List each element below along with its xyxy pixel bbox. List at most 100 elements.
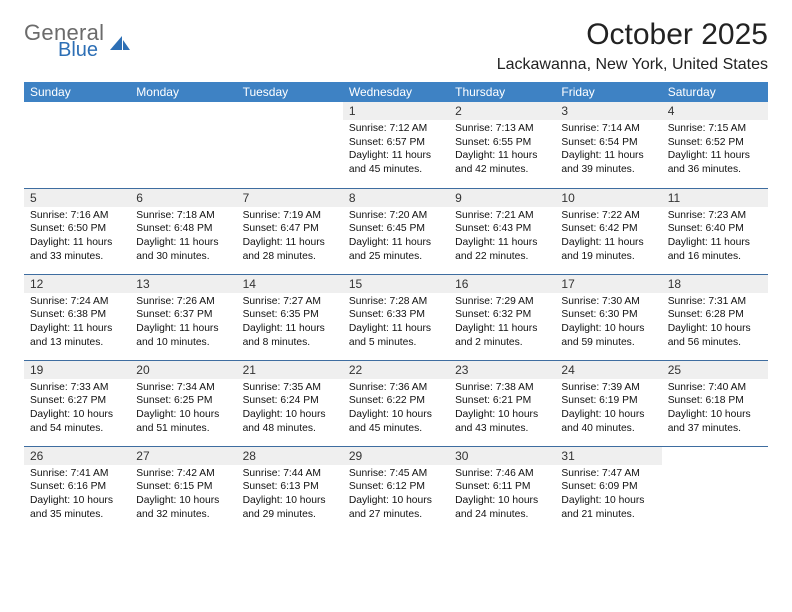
day-data: Sunrise: 7:22 AMSunset: 6:42 PMDaylight:… — [555, 207, 661, 268]
daylight-line1: Daylight: 10 hours — [136, 408, 230, 422]
day-number: 21 — [237, 361, 343, 379]
weekday-header: Monday — [130, 82, 236, 102]
header-row: General Blue October 2025 Lackawanna, Ne… — [24, 18, 768, 74]
daylight-line1: Daylight: 10 hours — [243, 408, 337, 422]
day-number: 4 — [662, 102, 768, 120]
day-number: 26 — [24, 447, 130, 465]
day-data: Sunrise: 7:42 AMSunset: 6:15 PMDaylight:… — [130, 465, 236, 526]
page-title: October 2025 — [497, 18, 768, 52]
calendar-day-cell: 17Sunrise: 7:30 AMSunset: 6:30 PMDayligh… — [555, 274, 661, 360]
sunrise-text: Sunrise: 7:46 AM — [455, 467, 549, 481]
sunset-text: Sunset: 6:22 PM — [349, 394, 443, 408]
day-number: 12 — [24, 275, 130, 293]
day-number: 5 — [24, 189, 130, 207]
daylight-line1: Daylight: 11 hours — [455, 149, 549, 163]
sunrise-text: Sunrise: 7:44 AM — [243, 467, 337, 481]
calendar-day-cell: 30Sunrise: 7:46 AMSunset: 6:11 PMDayligh… — [449, 446, 555, 532]
daylight-line2: and 28 minutes. — [243, 250, 337, 264]
daylight-line1: Daylight: 10 hours — [561, 494, 655, 508]
sunrise-text: Sunrise: 7:36 AM — [349, 381, 443, 395]
daylight-line2: and 40 minutes. — [561, 422, 655, 436]
logo-sail-icon — [108, 34, 132, 52]
daylight-line1: Daylight: 11 hours — [349, 236, 443, 250]
day-number: 13 — [130, 275, 236, 293]
daylight-line2: and 19 minutes. — [561, 250, 655, 264]
daylight-line1: Daylight: 11 hours — [668, 236, 762, 250]
sunrise-text: Sunrise: 7:29 AM — [455, 295, 549, 309]
sunset-text: Sunset: 6:28 PM — [668, 308, 762, 322]
day-data: Sunrise: 7:13 AMSunset: 6:55 PMDaylight:… — [449, 120, 555, 181]
sunset-text: Sunset: 6:30 PM — [561, 308, 655, 322]
calendar-day-cell: 5Sunrise: 7:16 AMSunset: 6:50 PMDaylight… — [24, 188, 130, 274]
sunset-text: Sunset: 6:40 PM — [668, 222, 762, 236]
logo-word-blue: Blue — [58, 40, 104, 60]
calendar-day-cell: 11Sunrise: 7:23 AMSunset: 6:40 PMDayligh… — [662, 188, 768, 274]
page-subtitle: Lackawanna, New York, United States — [497, 56, 768, 74]
daylight-line2: and 8 minutes. — [243, 336, 337, 350]
daylight-line1: Daylight: 10 hours — [668, 408, 762, 422]
day-number: 9 — [449, 189, 555, 207]
sunrise-text: Sunrise: 7:14 AM — [561, 122, 655, 136]
sunset-text: Sunset: 6:27 PM — [30, 394, 124, 408]
daylight-line2: and 45 minutes. — [349, 422, 443, 436]
daylight-line2: and 48 minutes. — [243, 422, 337, 436]
day-number: 31 — [555, 447, 661, 465]
daylight-line2: and 42 minutes. — [455, 163, 549, 177]
sunset-text: Sunset: 6:32 PM — [455, 308, 549, 322]
calendar-day-cell: 3Sunrise: 7:14 AMSunset: 6:54 PMDaylight… — [555, 102, 661, 188]
calendar-day-cell: 20Sunrise: 7:34 AMSunset: 6:25 PMDayligh… — [130, 360, 236, 446]
day-number: 25 — [662, 361, 768, 379]
daylight-line2: and 27 minutes. — [349, 508, 443, 522]
weekday-header: Friday — [555, 82, 661, 102]
day-number: 3 — [555, 102, 661, 120]
daylight-line2: and 29 minutes. — [243, 508, 337, 522]
sunrise-text: Sunrise: 7:23 AM — [668, 209, 762, 223]
daylight-line2: and 37 minutes. — [668, 422, 762, 436]
day-data: Sunrise: 7:29 AMSunset: 6:32 PMDaylight:… — [449, 293, 555, 354]
sunrise-text: Sunrise: 7:30 AM — [561, 295, 655, 309]
sunset-text: Sunset: 6:25 PM — [136, 394, 230, 408]
sunrise-text: Sunrise: 7:22 AM — [561, 209, 655, 223]
daylight-line2: and 39 minutes. — [561, 163, 655, 177]
calendar-day-cell: 2Sunrise: 7:13 AMSunset: 6:55 PMDaylight… — [449, 102, 555, 188]
calendar-day-cell: 23Sunrise: 7:38 AMSunset: 6:21 PMDayligh… — [449, 360, 555, 446]
daylight-line1: Daylight: 11 hours — [455, 322, 549, 336]
daylight-line2: and 43 minutes. — [455, 422, 549, 436]
daylight-line2: and 22 minutes. — [455, 250, 549, 264]
calendar-day-cell: 1Sunrise: 7:12 AMSunset: 6:57 PMDaylight… — [343, 102, 449, 188]
calendar-week-row: 26Sunrise: 7:41 AMSunset: 6:16 PMDayligh… — [24, 446, 768, 532]
sunrise-text: Sunrise: 7:24 AM — [30, 295, 124, 309]
day-data: Sunrise: 7:16 AMSunset: 6:50 PMDaylight:… — [24, 207, 130, 268]
calendar-day-cell: 8Sunrise: 7:20 AMSunset: 6:45 PMDaylight… — [343, 188, 449, 274]
sunrise-text: Sunrise: 7:45 AM — [349, 467, 443, 481]
day-number: 10 — [555, 189, 661, 207]
daylight-line1: Daylight: 10 hours — [30, 494, 124, 508]
logo: General Blue — [24, 22, 132, 60]
calendar-day-cell — [130, 102, 236, 188]
day-data: Sunrise: 7:28 AMSunset: 6:33 PMDaylight:… — [343, 293, 449, 354]
calendar-week-row: 12Sunrise: 7:24 AMSunset: 6:38 PMDayligh… — [24, 274, 768, 360]
calendar-day-cell: 4Sunrise: 7:15 AMSunset: 6:52 PMDaylight… — [662, 102, 768, 188]
daylight-line1: Daylight: 10 hours — [668, 322, 762, 336]
sunrise-text: Sunrise: 7:33 AM — [30, 381, 124, 395]
daylight-line2: and 51 minutes. — [136, 422, 230, 436]
daylight-line2: and 16 minutes. — [668, 250, 762, 264]
calendar-day-cell: 14Sunrise: 7:27 AMSunset: 6:35 PMDayligh… — [237, 274, 343, 360]
day-number: 15 — [343, 275, 449, 293]
day-data: Sunrise: 7:41 AMSunset: 6:16 PMDaylight:… — [24, 465, 130, 526]
daylight-line1: Daylight: 11 hours — [30, 236, 124, 250]
day-data: Sunrise: 7:20 AMSunset: 6:45 PMDaylight:… — [343, 207, 449, 268]
sunset-text: Sunset: 6:11 PM — [455, 480, 549, 494]
calendar-day-cell: 28Sunrise: 7:44 AMSunset: 6:13 PMDayligh… — [237, 446, 343, 532]
calendar-day-cell: 31Sunrise: 7:47 AMSunset: 6:09 PMDayligh… — [555, 446, 661, 532]
sunset-text: Sunset: 6:55 PM — [455, 136, 549, 150]
day-number: 24 — [555, 361, 661, 379]
sunset-text: Sunset: 6:33 PM — [349, 308, 443, 322]
sunrise-text: Sunrise: 7:27 AM — [243, 295, 337, 309]
daylight-line1: Daylight: 10 hours — [30, 408, 124, 422]
sunset-text: Sunset: 6:09 PM — [561, 480, 655, 494]
daylight-line2: and 24 minutes. — [455, 508, 549, 522]
day-data: Sunrise: 7:45 AMSunset: 6:12 PMDaylight:… — [343, 465, 449, 526]
daylight-line2: and 32 minutes. — [136, 508, 230, 522]
day-number: 29 — [343, 447, 449, 465]
